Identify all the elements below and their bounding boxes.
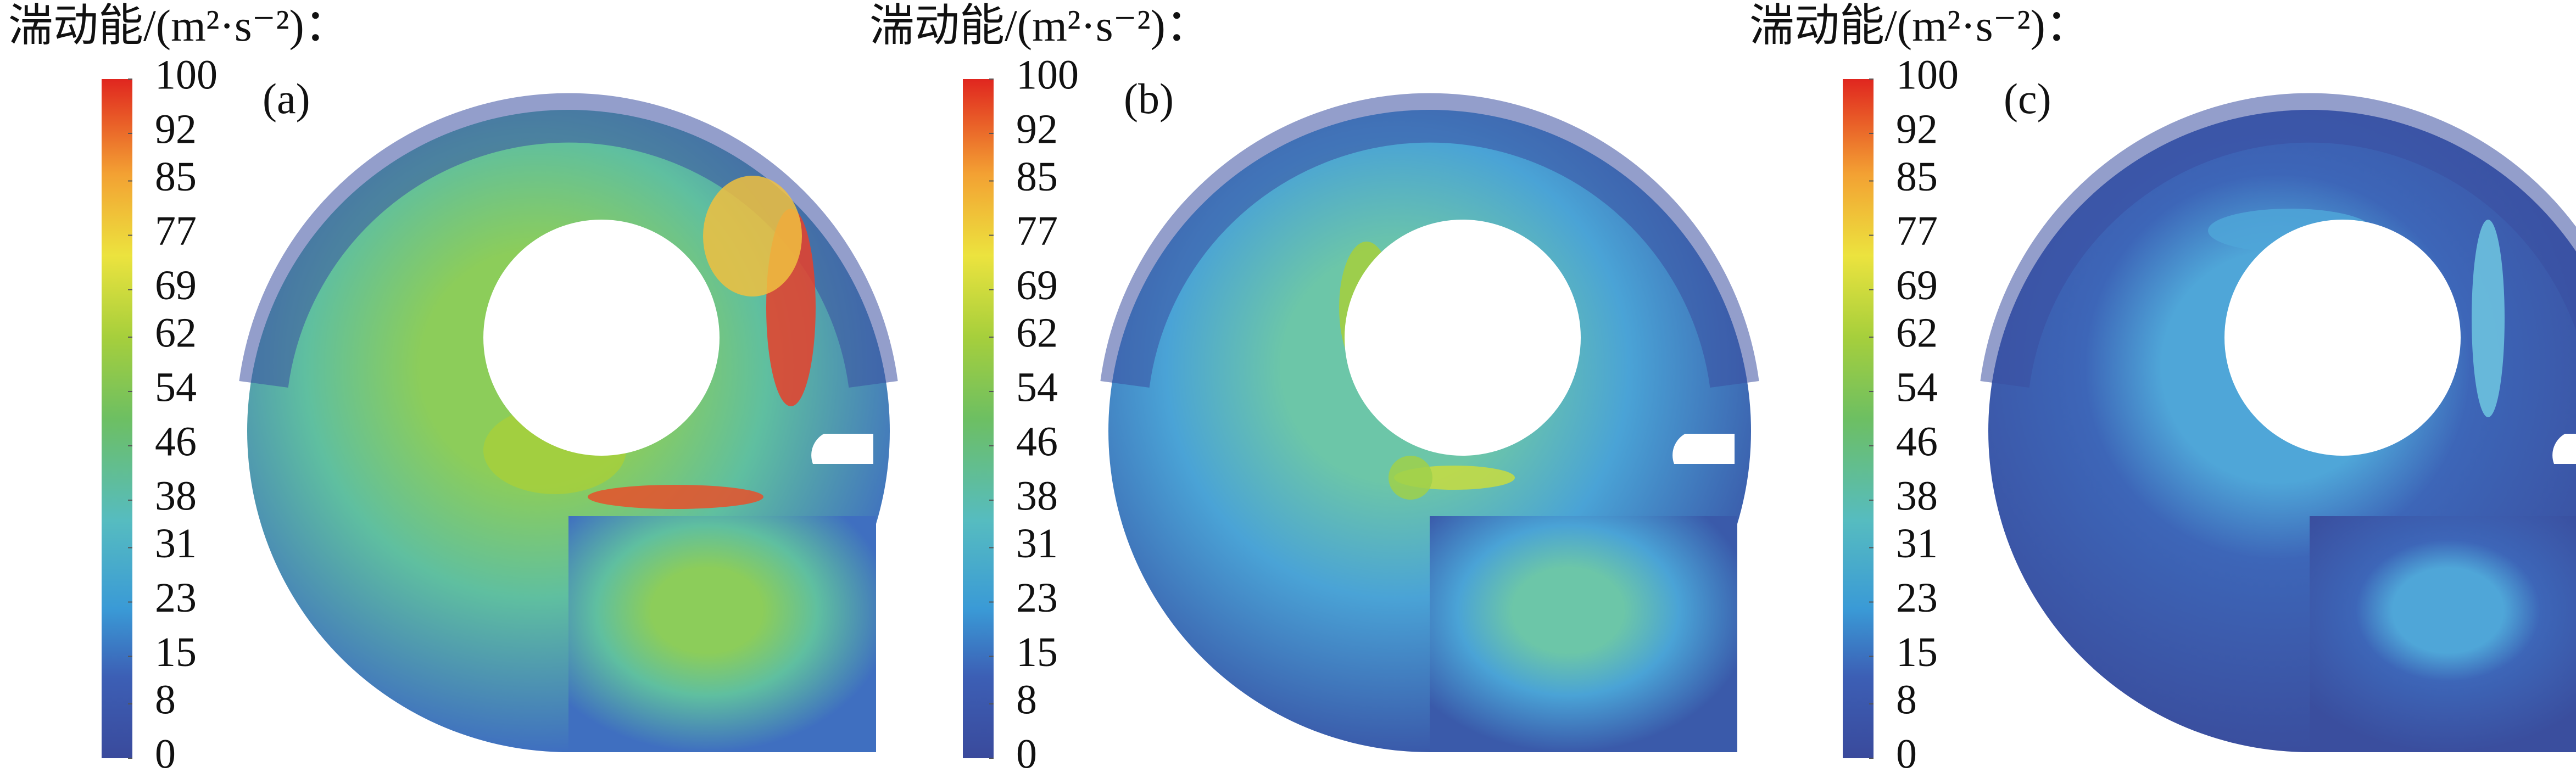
colorbar-tick-label: 62 bbox=[1016, 310, 1058, 356]
contour-field bbox=[1980, 93, 2576, 752]
colorbar-tick-label: 31 bbox=[1016, 520, 1058, 567]
colorbar-tick-label: 77 bbox=[155, 208, 197, 254]
colorbar-tick-label: 85 bbox=[1016, 154, 1058, 200]
colorbar-tick-label: 62 bbox=[1896, 310, 1938, 356]
outer-band bbox=[1100, 93, 1759, 388]
panel-label: (c) bbox=[2004, 75, 2051, 122]
colorbar-tick-label: 85 bbox=[155, 154, 197, 200]
colorbar-tick-label: 0 bbox=[155, 731, 176, 777]
impeller-hole bbox=[1345, 220, 1581, 456]
hot-spot bbox=[588, 485, 763, 509]
colorbar-tick-label: 38 bbox=[155, 473, 197, 519]
hot-spot bbox=[2472, 220, 2505, 417]
outlet bbox=[2310, 516, 2576, 752]
colorbar-tick-label: 15 bbox=[155, 629, 197, 675]
colorbar-tick-label: 54 bbox=[1016, 364, 1058, 410]
contour-field bbox=[1100, 93, 1759, 752]
colorbar-tick-label: 15 bbox=[1896, 629, 1938, 675]
hot-spot bbox=[703, 176, 802, 296]
colorbar-tick-label: 77 bbox=[1896, 208, 1938, 254]
colorbar-tick-label: 31 bbox=[155, 520, 197, 567]
colorbar-tick-label: 69 bbox=[155, 262, 197, 309]
colorbar bbox=[102, 79, 132, 758]
colorbar-tick-label: 23 bbox=[155, 575, 197, 621]
colorbar-tick-label: 100 bbox=[1896, 52, 1959, 98]
colorbar-tick-label: 8 bbox=[1016, 676, 1037, 723]
colorbar-tick-label: 46 bbox=[1896, 418, 1938, 464]
colorbar-tick-label: 77 bbox=[1016, 208, 1058, 254]
colorbar-tick-label: 92 bbox=[1896, 106, 1938, 152]
outlet bbox=[568, 516, 876, 752]
colorbar-tick-label: 0 bbox=[1896, 731, 1917, 777]
impeller-hole bbox=[483, 220, 720, 456]
outer-band bbox=[239, 93, 898, 388]
colorbar-tick-label: 8 bbox=[1896, 676, 1917, 723]
colorbar-tick-label: 23 bbox=[1016, 575, 1058, 621]
colorbar-tick-label: 46 bbox=[155, 418, 197, 464]
colorbar-tick-label: 85 bbox=[1896, 154, 1938, 200]
colorbar-tick-label: 54 bbox=[155, 364, 197, 410]
tongue bbox=[811, 434, 873, 464]
colorbar-tick-label: 92 bbox=[1016, 106, 1058, 152]
panel-label: (b) bbox=[1124, 75, 1174, 122]
tongue bbox=[1672, 434, 1735, 464]
panel-label: (a) bbox=[263, 75, 310, 122]
colorbar-tick-label: 46 bbox=[1016, 418, 1058, 464]
colorbar-tick-label: 100 bbox=[1016, 52, 1079, 98]
colorbar-tick-label: 100 bbox=[155, 52, 218, 98]
outer-band bbox=[1980, 93, 2576, 388]
colorbar-title: 湍动能/(m²·s⁻²)： bbox=[1749, 1, 2090, 51]
colorbar-tick-label: 38 bbox=[1896, 473, 1938, 519]
impeller-hole bbox=[2224, 220, 2461, 456]
colorbar-tick-label: 62 bbox=[155, 310, 197, 356]
colorbar-tick-label: 23 bbox=[1896, 575, 1938, 621]
outlet bbox=[1430, 516, 1737, 752]
colorbar-tick-label: 31 bbox=[1896, 520, 1938, 567]
colorbar-tick-label: 8 bbox=[155, 676, 176, 723]
colorbar-tick-label: 54 bbox=[1896, 364, 1938, 410]
colorbar bbox=[963, 79, 994, 758]
colorbar-tick-label: 15 bbox=[1016, 629, 1058, 675]
tongue bbox=[2552, 434, 2576, 464]
colorbar-tick-label: 92 bbox=[155, 106, 197, 152]
colorbar-title: 湍动能/(m²·s⁻²)： bbox=[869, 1, 1211, 51]
colorbar-title: 湍动能/(m²·s⁻²)： bbox=[8, 1, 349, 51]
colorbar-tick-label: 0 bbox=[1016, 731, 1037, 777]
colorbar-tick-label: 69 bbox=[1016, 262, 1058, 309]
colorbar bbox=[1843, 79, 1874, 758]
colorbar-tick-label: 69 bbox=[1896, 262, 1938, 309]
hot-spot bbox=[1389, 456, 1432, 500]
contour-field bbox=[239, 93, 898, 752]
colorbar-tick-label: 38 bbox=[1016, 473, 1058, 519]
